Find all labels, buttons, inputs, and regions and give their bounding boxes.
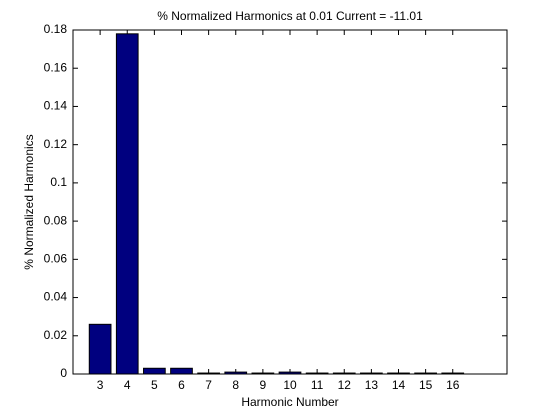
x-tick-label: 8 [232, 378, 239, 392]
y-tick-label: 0.12 [44, 137, 68, 151]
bar [387, 372, 410, 375]
y-tick-label: 0.02 [44, 328, 68, 342]
x-tick-label: 14 [392, 378, 406, 392]
x-tick-label: 15 [419, 378, 433, 392]
x-tick-label: 9 [260, 378, 267, 392]
axes-box [72, 29, 508, 375]
bar [224, 371, 248, 375]
x-tick-label: 13 [365, 378, 379, 392]
x-tick-label: 6 [178, 378, 185, 392]
y-tick-label: 0.08 [44, 213, 68, 227]
y-tick-label: 0.04 [44, 290, 68, 304]
y-axis-label: % Normalized Harmonics [22, 134, 36, 269]
bar [197, 372, 220, 375]
x-tick-label: 4 [124, 378, 131, 392]
y-tick-label: 0.18 [44, 22, 68, 36]
bar [251, 372, 275, 375]
x-tick-label: 16 [446, 378, 460, 392]
y-tick-label: 0.16 [44, 60, 68, 74]
x-tick-label: 10 [283, 378, 297, 392]
x-tick-label: 11 [311, 378, 324, 392]
x-tick-label: 3 [97, 378, 104, 392]
bar [278, 371, 302, 375]
bar [332, 372, 356, 375]
bar [115, 33, 139, 375]
bar [360, 372, 383, 375]
bar [88, 323, 112, 375]
bar [414, 372, 437, 375]
bar [305, 372, 329, 375]
bar [170, 367, 193, 375]
x-tick-label: 5 [151, 378, 158, 392]
x-axis-label: Harmonic Number [241, 395, 338, 409]
x-tick-label: 12 [338, 378, 352, 392]
y-tick-label: 0 [60, 366, 67, 380]
chart-title: % Normalized Harmonics at 0.01 Current =… [157, 9, 423, 23]
y-tick-label: 0.14 [44, 99, 68, 113]
y-tick-label: 0.1 [50, 175, 67, 189]
bar [143, 367, 166, 375]
x-tick-label: 7 [205, 378, 212, 392]
bar [441, 372, 465, 375]
y-tick-label: 0.06 [44, 252, 68, 266]
